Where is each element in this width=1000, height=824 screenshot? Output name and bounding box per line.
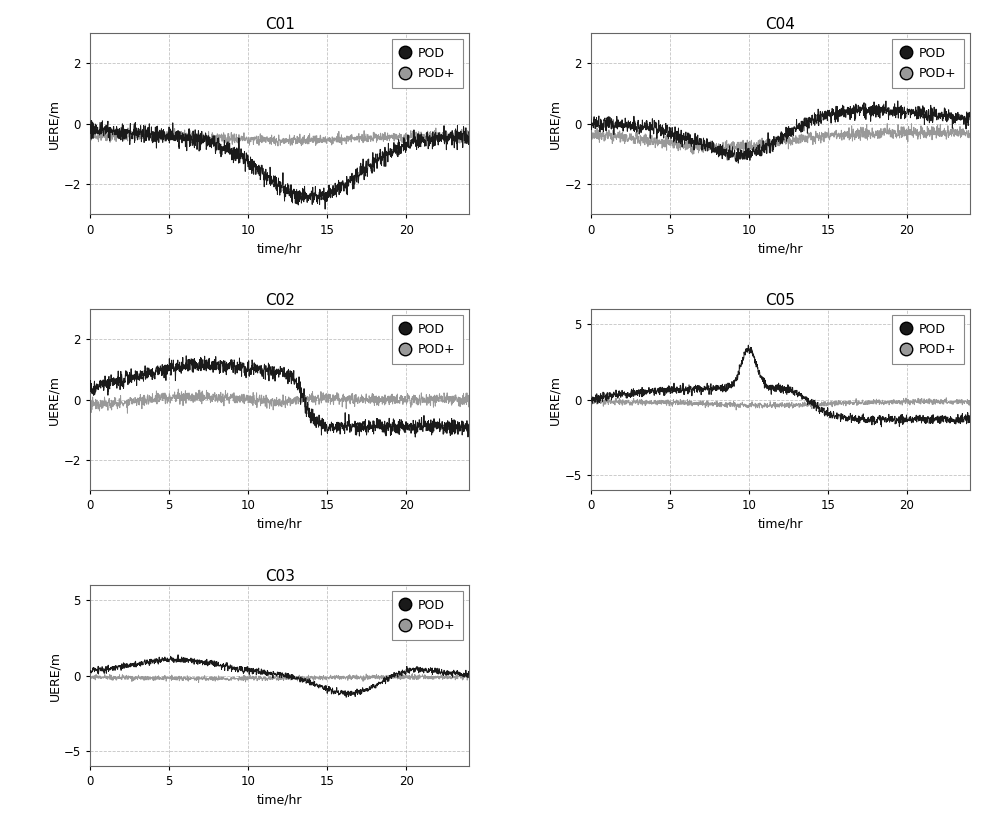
Y-axis label: UERE/m: UERE/m [549,99,562,148]
Legend: POD, POD+: POD, POD+ [892,40,964,87]
Legend: POD, POD+: POD, POD+ [892,315,964,363]
Y-axis label: UERE/m: UERE/m [48,99,61,148]
Title: C05: C05 [765,293,795,307]
Legend: POD, POD+: POD, POD+ [392,40,463,87]
X-axis label: time/hr: time/hr [758,242,803,255]
Y-axis label: UERE/m: UERE/m [48,651,61,700]
X-axis label: time/hr: time/hr [257,242,302,255]
X-axis label: time/hr: time/hr [257,794,302,807]
Legend: POD, POD+: POD, POD+ [392,315,463,363]
Title: C04: C04 [765,16,795,32]
Y-axis label: UERE/m: UERE/m [549,375,562,424]
Title: C02: C02 [265,293,295,307]
Title: C01: C01 [265,16,295,32]
Legend: POD, POD+: POD, POD+ [392,591,463,639]
Title: C03: C03 [265,569,295,583]
Y-axis label: UERE/m: UERE/m [48,375,61,424]
X-axis label: time/hr: time/hr [257,518,302,531]
X-axis label: time/hr: time/hr [758,518,803,531]
